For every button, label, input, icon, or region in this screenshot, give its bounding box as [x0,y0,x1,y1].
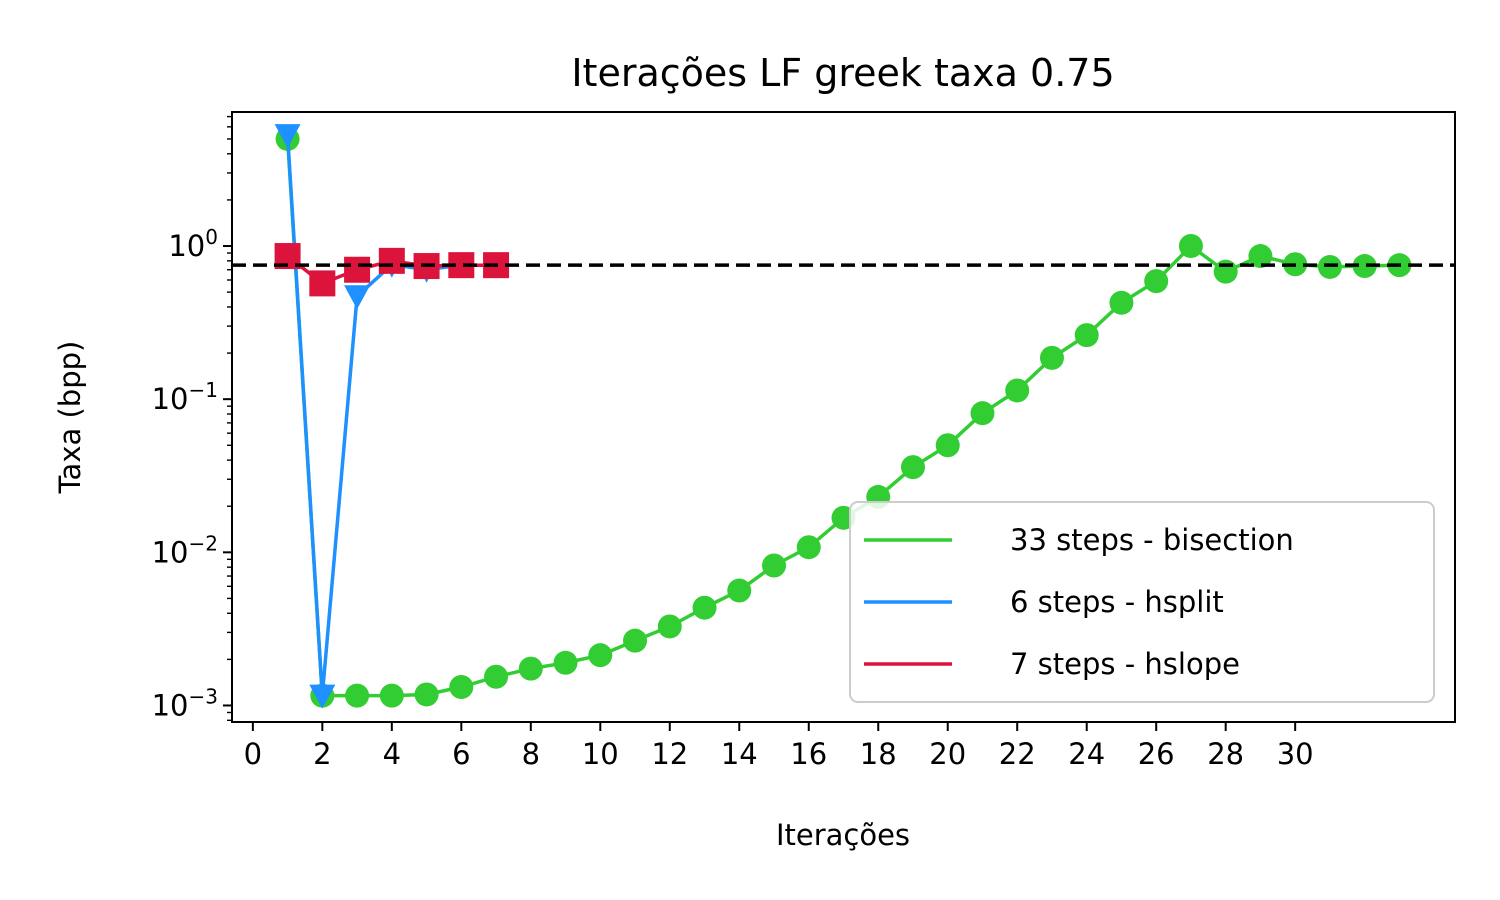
legend: 33 steps - bisection 6 steps - hsplit 7 st… [849,501,1435,703]
legend-label: 33 steps - bisection [1010,523,1294,557]
x-tick-label: 6 [452,737,470,771]
data-point [379,683,404,708]
data-point [1352,254,1377,279]
data-point [344,285,371,310]
data-point [1005,378,1030,403]
series-line [285,134,462,698]
data-point [484,664,509,689]
legend-box [849,501,1435,703]
x-tick-label: 16 [790,737,827,771]
data-point [727,578,752,603]
data-point [762,553,787,578]
data-point [378,247,405,274]
data-point [1213,259,1238,284]
x-tick-label: 18 [860,737,897,771]
x-tick-label: 12 [651,737,688,771]
chart-title: Iterações LF greek taxa 0.75 [571,51,1114,95]
x-tick-label: 14 [721,737,758,771]
data-point [1178,234,1203,259]
data-point [344,256,371,283]
data-point [623,628,648,653]
x-tick-label: 8 [522,737,540,771]
y-tick-label: 10−2 [152,531,218,569]
data-point [588,643,613,668]
data-point [692,595,717,620]
data-point [518,656,543,681]
data-point [970,401,995,426]
x-tick-label: 0 [244,737,262,771]
x-tick-label: 2 [313,737,331,771]
data-point [935,433,960,458]
data-point [309,270,336,297]
x-tick-label: 24 [1068,737,1105,771]
legend-label: 6 steps - hsplit [1010,585,1224,619]
data-point [414,682,439,707]
x-axis: 0 2 4 6 8 10 12 14 16 18 20 22 24 26 28 30 [244,722,1314,771]
data-point [274,124,301,149]
data-point [657,614,682,639]
y-tick-label: 10−1 [152,378,218,416]
data-point [796,535,821,560]
x-tick-label: 20 [929,737,966,771]
x-tick-label: 4 [383,737,401,771]
data-point [309,684,336,709]
x-tick-label: 28 [1207,737,1244,771]
y-axis-label: Taxa (bpp) [53,341,87,495]
series-2 [274,124,475,709]
x-axis-label: Iterações [776,818,910,852]
x-tick-label: 26 [1138,737,1175,771]
y-axis: 10−3 10−2 10−1 100 [152,115,232,722]
y-tick-label: 100 [168,225,218,263]
x-tick-label: 30 [1277,737,1314,771]
legend-label: 7 steps - hslope [1010,647,1240,681]
data-point [1109,290,1134,315]
data-point [553,650,578,675]
data-point [449,675,474,700]
data-point [1144,269,1169,294]
data-point [1039,345,1064,370]
data-point [1074,323,1099,348]
series-3 [274,243,510,297]
x-tick-label: 10 [582,737,619,771]
data-point [345,683,370,708]
x-tick-label: 22 [999,737,1036,771]
y-tick-label: 10−3 [152,684,218,722]
data-point [1248,244,1273,269]
data-point [900,455,925,480]
data-point [1317,254,1342,279]
plot-frame [231,111,1456,723]
